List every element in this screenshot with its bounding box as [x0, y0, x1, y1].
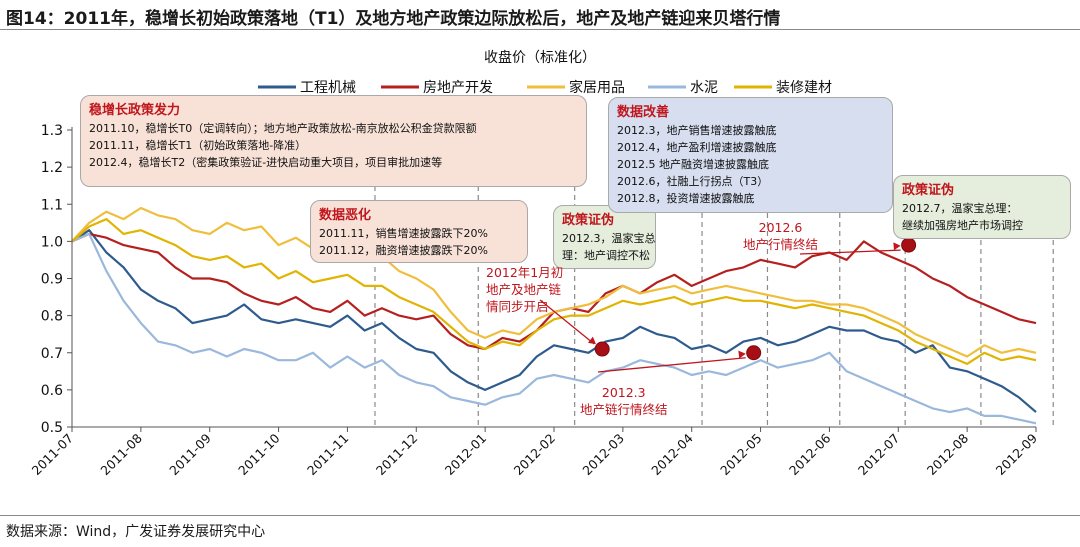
annotation-line: 2012.3，地产销售增速披露触底 [617, 124, 777, 137]
marker-arrow [539, 299, 595, 345]
annotation-data-worsening: 数据恶化 2011.11，销售增速披露跌下20% 2011.12，融资增速披露跌… [310, 200, 528, 263]
marker-label-jun-2012: 2012.6 地产行情终结 [743, 219, 818, 253]
annotation-line: 理：地产调控不松 [562, 249, 650, 262]
legend-label: 水泥 [690, 80, 718, 96]
annotation-data-improving: 数据改善 2012.3，地产销售增速披露触底 2012.4，地产盈利增速披露触底… [608, 97, 893, 213]
annotation-line: 2012.3，温家宝总 [562, 232, 656, 245]
marker-arrowhead [738, 350, 746, 359]
marker-point [594, 341, 610, 357]
marker-label-line: 2012.6 [758, 220, 803, 235]
marker-arrowhead [587, 336, 596, 345]
marker-arrow [597, 357, 746, 373]
y-tick-label: 0.6 [41, 383, 63, 399]
marker-label-line: 地产行情终结 [743, 237, 819, 252]
y-tick-label: 1.1 [41, 197, 63, 213]
annotation-line: 2011.12，融资增速披露跌下20% [319, 244, 488, 257]
y-tick-label: 0.5 [41, 420, 63, 436]
figure-title: 图14：2011年，稳增长初始政策落地（T1）及地方地产政策边际放松后，地产及地… [6, 9, 781, 29]
series-line-水泥 [71, 232, 1037, 425]
annotation-policy-boost: 稳增长政策发力 2011.10，稳增长T0（定调转向）；地方地产政策放松-南京放… [80, 95, 587, 187]
y-tick-label: 1.2 [41, 160, 63, 176]
source-note: 数据来源：Wind，广发证券发展研究中心 [6, 524, 266, 540]
annotation-policy-falsified-1: 政策证伪 2012.3，温家宝总 理：地产调控不松 [553, 205, 656, 269]
annotation-line: 2011.11，销售增速披露跌下20% [319, 227, 488, 240]
x-tick-label: 2012-05 [717, 431, 765, 479]
x-tick-label: 2012-01 [442, 431, 490, 479]
series-line-装修建材 [71, 218, 1037, 365]
annotation-line: 2012.8，投资增速披露触底 [617, 192, 755, 205]
annotation-title: 政策证伪 [562, 213, 615, 228]
marker-point [901, 237, 917, 253]
marker-label-line: 地产及地产链 [486, 282, 562, 297]
marker-label-line: 2012年1月初 [486, 265, 564, 280]
x-tick-label: 2012-08 [924, 430, 972, 478]
x-tick-label: 2012-09 [993, 430, 1041, 478]
annotation-line: 2012.6，社融上行拐点（T3） [617, 175, 769, 188]
annotation-title: 稳增长政策发力 [89, 103, 181, 118]
series-line-工程机械 [71, 229, 1037, 413]
annotation-line: 2012.5 地产融资增速披露触底 [617, 158, 769, 171]
annotation-title: 政策证伪 [902, 183, 955, 198]
annotation-line: 继续加强房地产市场调控 [902, 219, 1023, 232]
annotation-line: 2011.10，稳增长T0（定调转向）；地方地产政策放松-南京放松公积金贷款限额 [89, 122, 477, 135]
x-tick-label: 2011-07 [29, 431, 77, 479]
x-tick-label: 2011-09 [166, 430, 214, 478]
x-tick-label: 2012-02 [511, 431, 559, 479]
y-tick-label: 0.7 [41, 346, 63, 362]
bottom-rule [0, 515, 1080, 516]
annotation-line: 2012.4，稳增长T2（密集政策验证-进快启动重大项目，项目审批加速等 [89, 156, 443, 169]
x-tick-label: 2012-04 [648, 430, 696, 478]
legend-label: 工程机械 [300, 80, 356, 96]
x-tick-label: 2012-07 [855, 431, 903, 479]
y-tick-label: 0.9 [41, 272, 63, 288]
marker-label-jan-2012: 2012年1月初 地产及地产链 情同步开启 [486, 264, 563, 315]
y-tick-label: 0.8 [41, 309, 63, 325]
x-tick-label: 2011-12 [373, 431, 421, 479]
annotation-title: 数据恶化 [319, 208, 372, 223]
legend-label: 家居用品 [569, 79, 625, 96]
marker-arrow [799, 249, 901, 255]
legend-label: 房地产开发 [423, 80, 493, 96]
annotation-line: 2011.11，稳增长T1（初始政策落地-降准） [89, 139, 307, 152]
marker-point [746, 345, 762, 361]
y-tick-label: 1.0 [41, 234, 63, 250]
annotation-line: 2012.4，地产盈利增速披露触底 [617, 141, 777, 154]
annotation-title: 数据改善 [617, 105, 670, 120]
x-tick-label: 2011-11 [304, 431, 352, 479]
chart-title: 收盘价（标准化） [484, 49, 596, 66]
marker-label-line: 地产链行情终结 [580, 402, 668, 417]
annotation-line: 2012.7，温家宝总理： [902, 202, 1018, 215]
legend-label: 装修建材 [776, 80, 832, 96]
x-tick-label: 2012-03 [579, 431, 627, 479]
y-tick-label: 1.3 [41, 123, 63, 139]
marker-arrowhead [893, 242, 901, 251]
top-rule [0, 29, 1080, 30]
x-tick-label: 2011-08 [97, 430, 145, 478]
annotation-policy-falsified-2: 政策证伪 2012.7，温家宝总理： 继续加强房地产市场调控 [893, 175, 1071, 239]
marker-label-line: 2012.3 [601, 385, 646, 400]
marker-label-line: 情同步开启 [486, 299, 549, 314]
x-tick-label: 2011-10 [235, 430, 283, 478]
marker-label-mar-2012: 2012.3 地产链行情终结 [580, 384, 668, 418]
x-tick-label: 2012-06 [786, 430, 834, 478]
